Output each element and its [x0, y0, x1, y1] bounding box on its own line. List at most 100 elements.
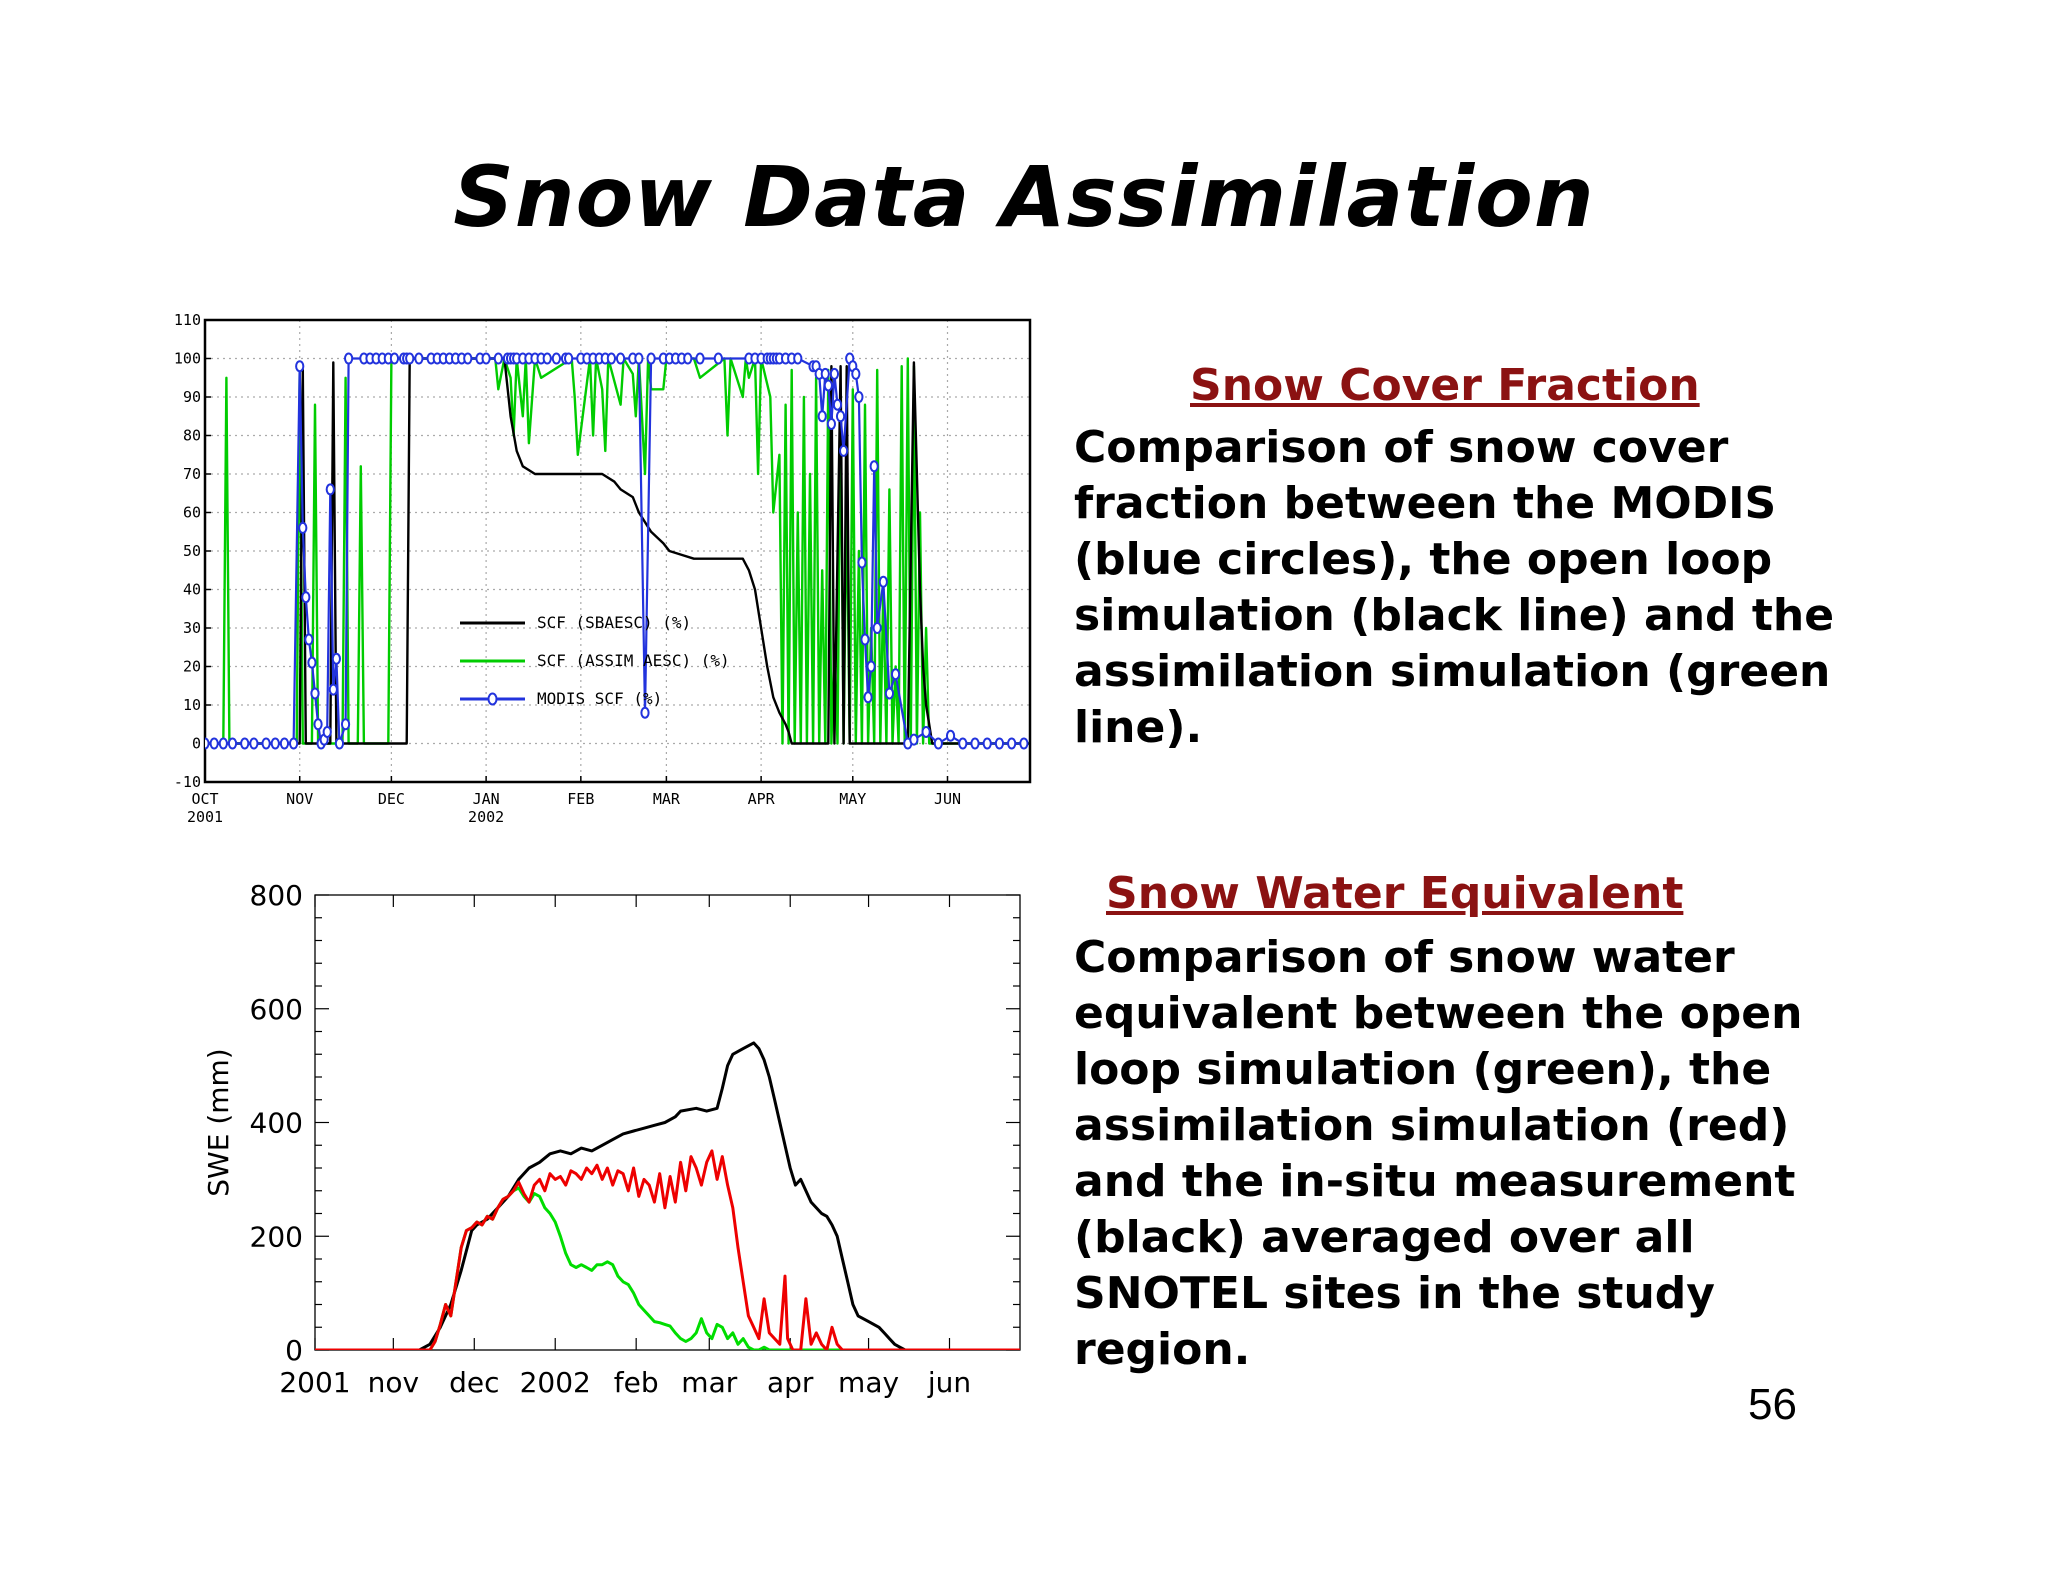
modis-point	[890, 668, 901, 681]
legend-label: SCF (SBAESC) (%)	[537, 613, 691, 632]
legend-marker	[487, 692, 498, 706]
modis-point	[994, 737, 1005, 750]
series-group	[315, 1041, 1020, 1350]
y-tick-label: 40	[183, 581, 201, 599]
modis-point	[414, 352, 424, 365]
swe-description-line: SNOTEL sites in the study	[1074, 1268, 1715, 1319]
modis-point	[869, 460, 879, 473]
y-tick-label: -10	[174, 773, 201, 791]
modis-point	[793, 352, 803, 365]
y-tick-label: 800	[250, 879, 303, 912]
modis-point	[921, 725, 931, 738]
x-tick-label: DEC	[378, 790, 405, 808]
scf-description-line: simulation (black line) and the	[1074, 590, 1835, 641]
modis-point	[872, 622, 882, 634]
y-tick-label: 20	[183, 658, 201, 676]
modis-point	[331, 652, 341, 665]
scf-heading: Snow Cover Fraction	[1190, 360, 1700, 411]
swe-heading: Snow Water Equivalent	[1106, 868, 1684, 919]
modis-point	[851, 367, 861, 380]
modis-point	[860, 633, 870, 646]
modis-point	[683, 352, 693, 365]
modis-point	[313, 718, 323, 731]
modis-point	[829, 367, 840, 380]
y-tick-label: 200	[250, 1220, 303, 1253]
x-tick-label: 2002	[520, 1366, 591, 1399]
modis-point	[646, 352, 656, 365]
y-tick-label: 60	[183, 504, 201, 522]
modis-point	[606, 352, 616, 365]
y-tick-label: 90	[183, 388, 201, 406]
modis-point	[310, 687, 320, 700]
modis-point	[933, 737, 943, 750]
modis-point	[344, 352, 354, 365]
modis-point	[325, 483, 335, 496]
x-tick-label: feb	[614, 1366, 659, 1399]
x-tick-label-year: 2002	[468, 808, 504, 826]
modis-point	[205, 737, 210, 750]
modis-point	[878, 575, 888, 588]
x-tick-label: OCT	[191, 790, 218, 808]
page-number: 56	[1748, 1380, 1797, 1429]
modis-point	[1007, 737, 1017, 750]
y-axis-label: SWE (mm)	[202, 1048, 235, 1196]
y-tick-label: 30	[183, 619, 201, 637]
modis-point	[695, 352, 705, 365]
modis-point	[820, 367, 830, 380]
x-tick-label: may	[838, 1366, 899, 1399]
y-tick-label: 100	[174, 350, 201, 368]
scf-description-line: Comparison of snow cover	[1074, 422, 1729, 473]
x-tick-label: dec	[449, 1366, 499, 1399]
modis-point	[334, 737, 345, 750]
slide-title: Snow Data Assimilation	[453, 148, 1595, 246]
modis-point	[493, 352, 503, 365]
modis-point	[839, 444, 849, 457]
y-tick-label: 50	[183, 542, 201, 560]
modis-point	[481, 352, 491, 365]
x-tick-label: nov	[368, 1366, 419, 1399]
y-tick-label: 70	[183, 465, 201, 483]
x-tick-label: 2001	[279, 1366, 350, 1399]
modis-point	[295, 360, 305, 373]
x-tick-label: FEB	[567, 790, 594, 808]
modis-point	[270, 737, 280, 750]
modis-point	[835, 410, 846, 423]
modis-point	[322, 725, 332, 738]
modis-point	[240, 737, 250, 750]
x-tick-label: MAY	[839, 790, 866, 808]
swe-description-line: assimilation simulation (red)	[1074, 1100, 1790, 1151]
modis-point	[909, 733, 919, 746]
modis-point	[307, 656, 317, 669]
y-tick-label: 110	[174, 311, 201, 329]
swe-description-line: loop simulation (green), the	[1074, 1044, 1772, 1095]
legend-label: MODIS SCF (%)	[537, 689, 662, 708]
modis-point	[227, 737, 238, 750]
modis-point	[564, 352, 574, 365]
modis-point	[854, 391, 864, 403]
scf-description-line: line).	[1074, 702, 1203, 753]
x-tick-label: APR	[748, 790, 776, 808]
modis-point	[866, 660, 876, 673]
modis-point	[817, 410, 827, 423]
swe-description-line: and the in-situ measurement	[1074, 1156, 1796, 1207]
y-tick-label: 400	[250, 1107, 303, 1140]
swe-description-line: (black) averaged over all	[1074, 1212, 1695, 1263]
y-tick-label: 10	[183, 696, 201, 714]
modis-point	[945, 729, 956, 742]
modis-point	[389, 352, 400, 365]
modis-point	[551, 352, 561, 365]
modis-point	[970, 737, 980, 750]
modis-point	[328, 683, 338, 696]
y-tick-label: 0	[192, 735, 201, 753]
modis-point	[884, 687, 895, 700]
y-tick-label: 600	[250, 993, 303, 1026]
modis-point	[301, 591, 311, 604]
modis-point	[1019, 737, 1029, 750]
scf-description-line: (blue circles), the open loop	[1074, 534, 1773, 585]
modis-point	[340, 718, 351, 731]
modis-point	[863, 691, 873, 704]
series-group	[205, 352, 1030, 750]
modis-point	[823, 379, 833, 392]
series-line	[315, 1186, 1020, 1350]
